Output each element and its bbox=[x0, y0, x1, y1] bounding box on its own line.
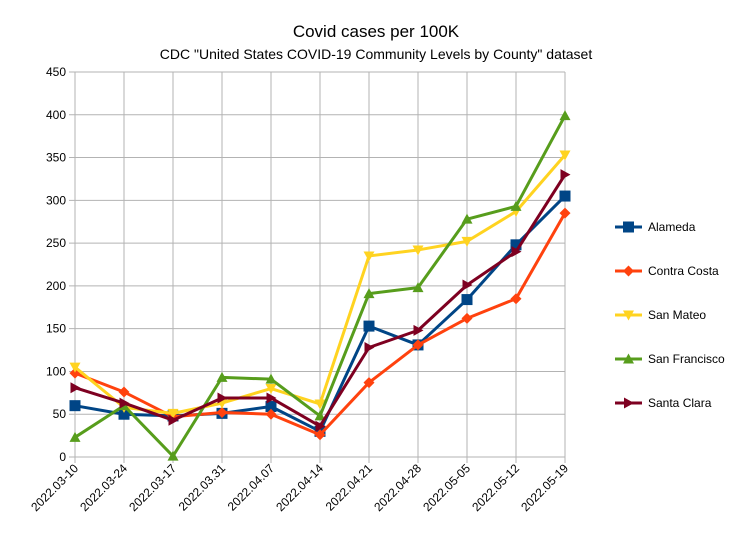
data-point-contra-costa bbox=[510, 293, 522, 305]
legend-label: Santa Clara bbox=[648, 396, 712, 410]
data-point-san-francisco bbox=[216, 371, 228, 382]
x-tick-label: 2022.05-12 bbox=[469, 461, 522, 514]
data-point-contra-costa bbox=[118, 386, 130, 398]
y-tick-label: 200 bbox=[46, 279, 66, 293]
data-point-san-mateo bbox=[363, 251, 375, 262]
data-point-santa-clara bbox=[266, 392, 277, 404]
legend-marker-san-francisco bbox=[623, 353, 634, 364]
data-point-alameda bbox=[461, 294, 473, 306]
x-tick-label: 2022.05-19 bbox=[518, 461, 571, 514]
x-tick-label: 2022.05-05 bbox=[420, 461, 473, 514]
data-point-san-mateo bbox=[559, 150, 571, 161]
data-point-santa-clara bbox=[119, 397, 130, 409]
data-point-san-francisco bbox=[412, 282, 424, 293]
y-tick-label: 400 bbox=[46, 108, 66, 122]
data-point-contra-costa bbox=[314, 429, 326, 441]
data-point-san-francisco bbox=[167, 450, 179, 461]
x-tick-label: 2022.04-14 bbox=[273, 461, 326, 514]
legend: Alameda Contra Costa San Mateo San Francisc… bbox=[615, 220, 725, 410]
data-point-san-francisco bbox=[363, 288, 375, 299]
x-tick-label: 2022.03-17 bbox=[126, 461, 179, 514]
data-point-alameda bbox=[363, 320, 375, 332]
data-point-san-mateo bbox=[314, 399, 326, 410]
data-point-santa-clara bbox=[511, 246, 522, 258]
y-tick-label: 300 bbox=[46, 193, 66, 207]
legend-marker-san-mateo bbox=[623, 310, 634, 321]
legend-label: Contra Costa bbox=[648, 264, 719, 278]
data-point-alameda bbox=[69, 400, 81, 412]
data-point-alameda bbox=[559, 190, 571, 202]
data-point-san-mateo bbox=[265, 384, 277, 395]
data-point-san-mateo bbox=[412, 245, 424, 256]
legend-item-san-francisco: San Francisco bbox=[615, 352, 725, 366]
legend-item-santa-clara: Santa Clara bbox=[615, 396, 712, 410]
x-tick-label: 2022.03.31 bbox=[176, 461, 229, 514]
data-point-santa-clara bbox=[462, 279, 473, 291]
data-point-san-francisco bbox=[265, 373, 277, 384]
data-point-alameda bbox=[510, 239, 522, 251]
data-point-santa-clara bbox=[315, 420, 326, 432]
legend-item-san-mateo: San Mateo bbox=[615, 308, 706, 322]
data-point-san-mateo bbox=[461, 236, 473, 247]
legend-item-contra-costa: Contra Costa bbox=[615, 264, 719, 278]
series-san-francisco bbox=[69, 110, 571, 461]
legend-marker-alameda bbox=[623, 221, 634, 233]
data-point-san-francisco bbox=[559, 110, 571, 121]
y-tick-label: 150 bbox=[46, 322, 66, 336]
data-point-contra-costa bbox=[559, 207, 571, 219]
y-tick-label: 100 bbox=[46, 364, 66, 378]
data-point-san-mateo bbox=[69, 362, 81, 373]
data-point-santa-clara bbox=[70, 382, 81, 394]
x-tick-label: 2022.04-28 bbox=[371, 461, 424, 514]
data-point-alameda bbox=[265, 401, 277, 413]
legend-label: San Mateo bbox=[648, 308, 706, 322]
data-point-santa-clara bbox=[413, 324, 424, 336]
data-point-santa-clara bbox=[560, 169, 571, 181]
y-tick-label: 350 bbox=[46, 151, 66, 165]
y-tick-label: 250 bbox=[46, 236, 66, 250]
data-point-contra-costa bbox=[461, 312, 473, 324]
data-point-san-francisco bbox=[461, 213, 473, 224]
legend-marker-santa-clara bbox=[624, 397, 634, 409]
y-tick-label: 450 bbox=[46, 65, 66, 79]
data-point-contra-costa bbox=[363, 377, 375, 389]
data-point-san-francisco bbox=[510, 200, 522, 211]
series-santa-clara bbox=[70, 169, 571, 432]
chart-title: Covid cases per 100K bbox=[293, 22, 460, 41]
data-point-santa-clara bbox=[364, 341, 375, 353]
data-point-san-francisco bbox=[314, 410, 326, 421]
legend-item-alameda: Alameda bbox=[615, 220, 696, 234]
x-tick-label: 2022.04.07 bbox=[225, 461, 278, 514]
x-tick-label: 2022.03-24 bbox=[77, 461, 130, 514]
data-point-san-mateo bbox=[167, 408, 179, 419]
y-tick-label: 50 bbox=[53, 407, 67, 421]
x-tick-label: 2022.03-10 bbox=[28, 461, 81, 514]
data-point-contra-costa bbox=[412, 339, 424, 351]
data-point-alameda bbox=[118, 408, 130, 420]
data-point-contra-costa bbox=[265, 408, 277, 420]
data-point-santa-clara bbox=[168, 414, 179, 426]
legend-label: Alameda bbox=[648, 220, 696, 234]
chart-subtitle: CDC "United States COVID-19 Community Le… bbox=[160, 46, 593, 62]
y-tick-label: 0 bbox=[59, 450, 66, 464]
legend-marker-contra-costa bbox=[623, 265, 634, 277]
series-lines bbox=[69, 110, 571, 461]
data-point-santa-clara bbox=[217, 392, 228, 404]
legend-label: San Francisco bbox=[648, 352, 725, 366]
data-point-san-francisco bbox=[69, 431, 81, 442]
x-tick-label: 2022.04.21 bbox=[323, 461, 376, 514]
data-point-contra-costa bbox=[216, 407, 228, 419]
axes: 0501001502002503003504004502022.03-10202… bbox=[28, 65, 571, 514]
